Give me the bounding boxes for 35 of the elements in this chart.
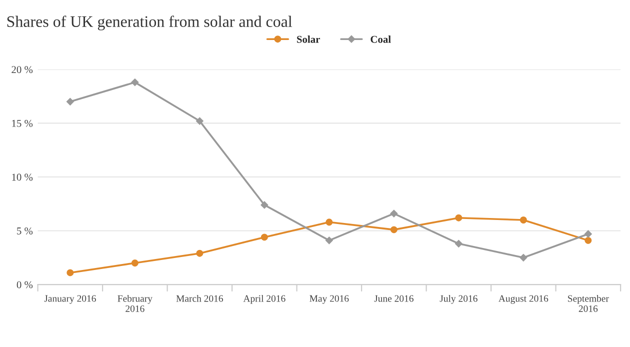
x-tick-label: August 2016	[498, 295, 548, 304]
legend-label: Solar	[297, 36, 320, 43]
point	[584, 236, 592, 244]
x-tick-label: June 2016	[374, 295, 414, 302]
point	[131, 260, 138, 266]
x-tick-label: February 2016	[118, 294, 152, 312]
point	[260, 201, 268, 209]
point	[520, 216, 527, 224]
x-tick-label: May 2016	[310, 295, 349, 304]
point	[196, 117, 204, 125]
y-tick-label: 0 %	[16, 281, 33, 288]
y-tick-label: 15 %	[12, 120, 33, 127]
y-tick-label: 5 %	[17, 227, 33, 235]
point	[390, 226, 398, 234]
legend-label: Coal	[370, 36, 391, 43]
y-tick-label: 20 %	[12, 66, 33, 74]
point	[325, 236, 334, 244]
x-tick-label: March 2016	[176, 294, 224, 302]
point	[196, 250, 204, 257]
x-tick-label: April 2016	[243, 294, 286, 304]
point	[326, 218, 333, 226]
point	[584, 230, 592, 238]
point	[390, 210, 398, 218]
x-tick-label: January 2016	[44, 295, 96, 304]
point	[455, 214, 462, 222]
point	[454, 240, 463, 248]
y-tick-label: 10 %	[12, 174, 33, 181]
chart-title: Shares of UK generation from solar and coal	[7, 16, 292, 30]
point	[519, 254, 528, 262]
x-tick-label: July 2016	[440, 294, 478, 304]
point	[66, 269, 74, 276]
point	[260, 234, 268, 241]
point	[66, 98, 74, 106]
x-tick-label: September 2016	[568, 294, 609, 312]
point	[130, 78, 139, 86]
